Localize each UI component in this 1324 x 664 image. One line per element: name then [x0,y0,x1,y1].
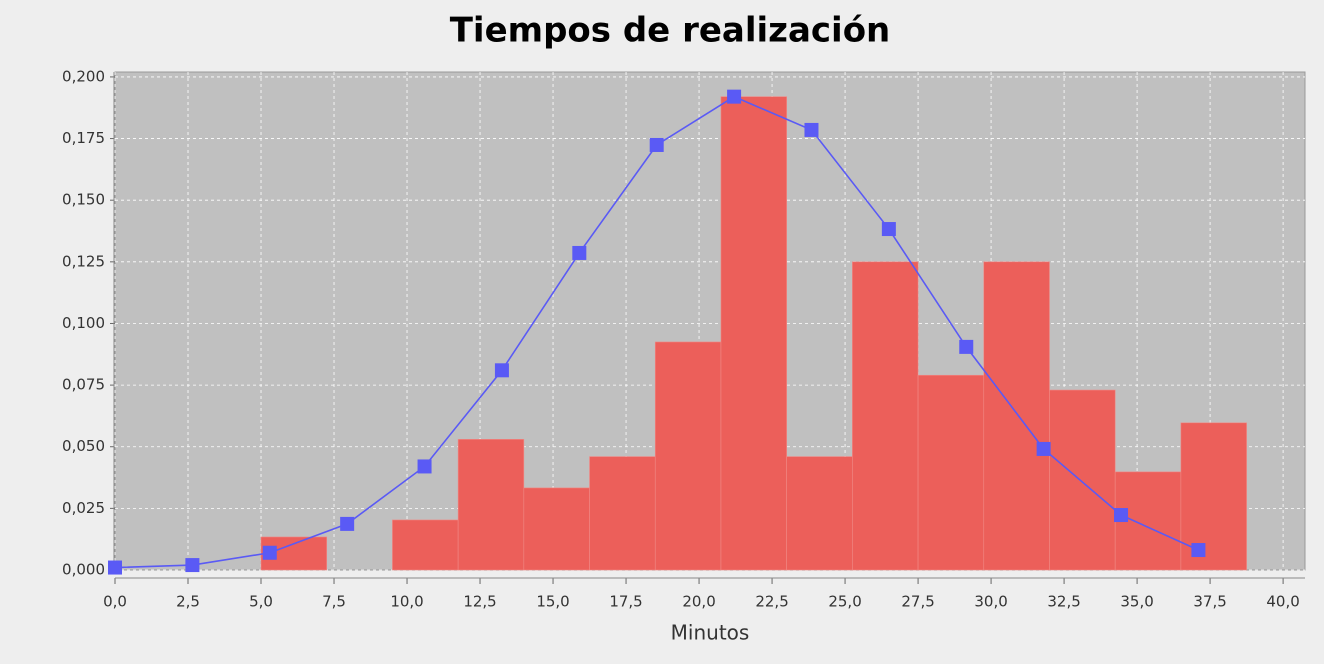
x-tick-label: 20,0 [682,593,715,611]
x-tick-label: 30,0 [974,593,1007,611]
marker [494,363,509,378]
x-tick-label: 0,0 [103,593,127,611]
y-tick-label: 0,075 [62,376,105,394]
marker [727,89,742,104]
marker [959,339,974,354]
histogram-bar [983,261,1050,571]
x-tick-label: 2,5 [176,593,200,611]
x-tick-label: 7,5 [322,593,346,611]
x-axis-label: Minutos [671,621,750,645]
x-tick-label: 17,5 [609,593,642,611]
x-tick-label: 40,0 [1266,593,1299,611]
x-tick-label: 12,5 [463,593,496,611]
x-tick-label: 35,0 [1120,593,1153,611]
histogram-bar [786,456,853,571]
marker [340,516,355,531]
x-tick-label: 25,0 [828,593,861,611]
marker [572,245,587,260]
marker [1191,543,1206,558]
marker [1114,508,1129,523]
histogram-bar [523,487,590,571]
histogram-bar [392,519,459,571]
y-tick-label: 0,050 [62,437,105,455]
y-tick-label: 0,125 [62,252,105,270]
marker [185,558,200,573]
x-tick-label: 22,5 [755,593,788,611]
histogram-bar [654,341,722,571]
y-tick-label: 0,100 [62,314,105,332]
chart-title: Tiempos de realización [450,11,891,51]
marker [804,122,819,137]
marker [649,137,664,152]
x-tick-label: 10,0 [390,593,423,611]
marker [417,459,432,474]
histogram-bar [589,456,656,571]
histogram-bar [917,374,985,571]
histogram-bar [1180,422,1247,571]
y-tick-label: 0,025 [62,499,105,517]
x-tick-label: 15,0 [536,593,569,611]
marker [262,545,277,560]
histogram-bar [852,261,919,571]
x-tick-label: 37,5 [1193,593,1226,611]
marker [881,222,896,237]
y-tick-label: 0,150 [62,191,105,209]
x-tick-label: 5,0 [249,593,273,611]
y-tick-label: 0,200 [62,67,105,85]
y-tick-label: 0,175 [62,129,105,147]
histogram-bar [457,439,525,571]
y-tick-label: 0,000 [62,561,105,579]
histogram-bar [720,96,787,571]
marker [108,560,122,575]
marker [1036,441,1051,456]
x-tick-label: 32,5 [1047,593,1080,611]
x-tick-label: 27,5 [901,593,934,611]
histogram-bar [1049,389,1116,571]
